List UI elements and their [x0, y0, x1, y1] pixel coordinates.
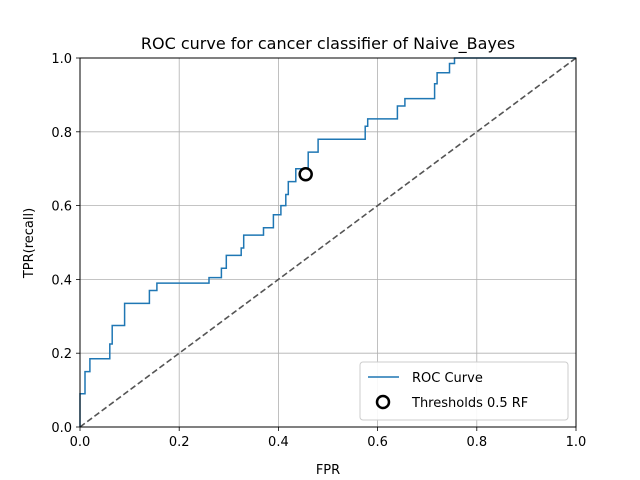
legend: ROC Curve Thresholds 0.5 RF: [359, 361, 569, 421]
plot-frame: [79, 57, 577, 428]
x-tick-label: 0.6: [367, 435, 388, 450]
roc-curve-line: [79, 57, 576, 427]
legend-threshold-label: Thresholds 0.5 RF: [411, 396, 528, 411]
x-tick-label: 0.0: [70, 435, 91, 450]
x-tick-label: 0.4: [268, 435, 289, 450]
y-tick-label: 0.8: [51, 126, 72, 141]
x-tick-label: 0.2: [169, 435, 190, 450]
chart-title: ROC curve for cancer classifier of Naive…: [141, 34, 515, 54]
grid: [79, 57, 577, 428]
y-tick-label: 0.2: [51, 347, 72, 362]
y-tick-label: 0.0: [51, 421, 72, 436]
y-tick-label: 0.4: [51, 273, 72, 288]
threshold-marker: [298, 166, 313, 182]
y-axis-label: TPR(recall): [22, 208, 37, 279]
x-tick-label: 1.0: [566, 435, 587, 450]
x-tick-label: 0.8: [466, 435, 487, 450]
legend-box: [359, 361, 569, 421]
y-tick-label: 0.6: [51, 200, 72, 215]
y-ticks: 0.0 0.2 0.4 0.6 0.8 1.0: [51, 52, 80, 436]
chance-diagonal-line: [79, 57, 577, 428]
x-axis-label: FPR: [316, 463, 340, 478]
legend-roc-label: ROC Curve: [412, 371, 483, 386]
y-tick-label: 1.0: [51, 52, 72, 67]
x-ticks: 0.0 0.2 0.4 0.6 0.8 1.0: [70, 427, 587, 450]
legend-threshold-swatch: [375, 394, 391, 410]
